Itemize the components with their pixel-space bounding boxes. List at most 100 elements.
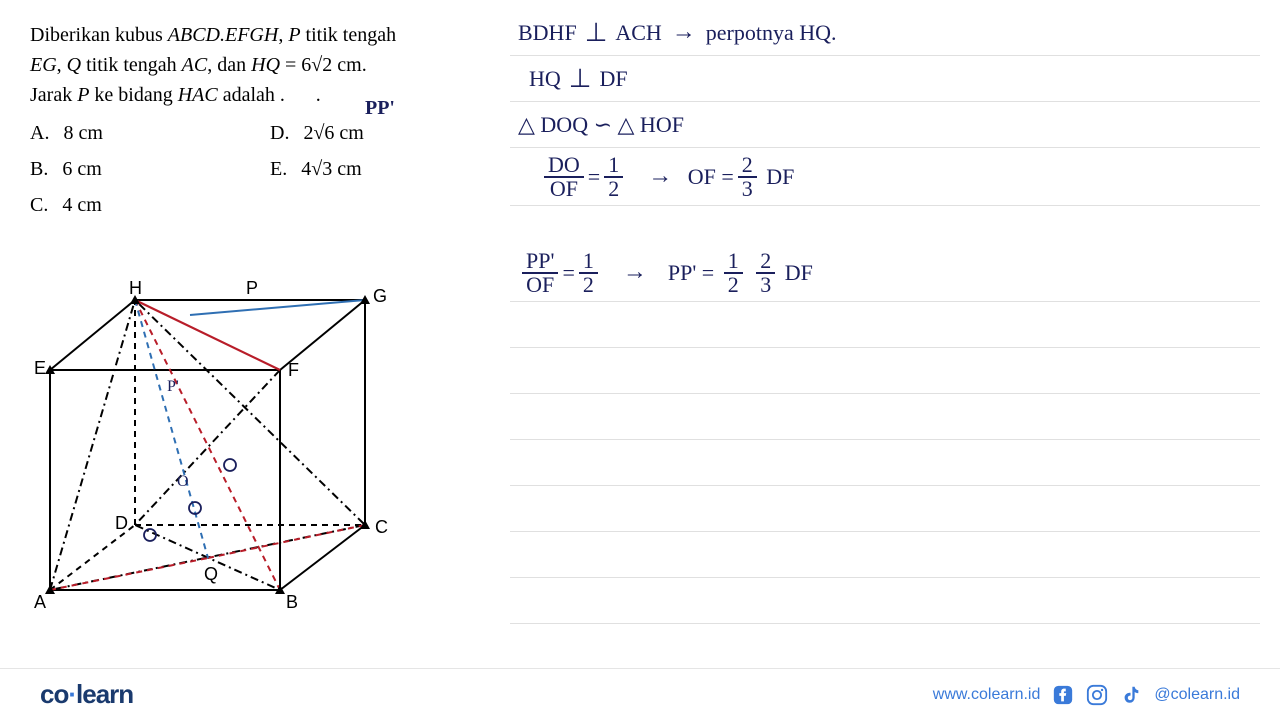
fraction: DO OF — [544, 154, 584, 200]
fraction: 2 3 — [756, 250, 775, 296]
fraction: 2 3 — [738, 154, 757, 200]
txt: DF — [766, 164, 794, 190]
cube-figure: ABCDEFGHPQOP' — [20, 280, 400, 640]
notes-line-1: BDHF ⊥ ACH → perpotnya HQ. — [510, 10, 1260, 56]
svg-text:G: G — [373, 286, 387, 306]
denominator: OF — [546, 178, 582, 200]
notes-empty — [510, 394, 1260, 440]
notes-empty — [510, 578, 1260, 624]
option-value: 6 cm — [62, 154, 101, 184]
txt: perpotnya HQ. — [706, 20, 837, 46]
problem-block: Diberikan kubus ABCD.EFGH, P titik tenga… — [30, 20, 490, 220]
notes-empty — [510, 348, 1260, 394]
page-root: Diberikan kubus ABCD.EFGH, P titik tenga… — [0, 0, 1280, 720]
problem-text: Diberikan kubus ABCD.EFGH, P titik tenga… — [30, 20, 490, 110]
denominator: 3 — [738, 178, 757, 200]
txt: , — [278, 24, 288, 46]
txt: HQ — [529, 66, 561, 92]
option-value: 2√6 cm — [303, 118, 363, 148]
svg-text:P': P' — [167, 378, 179, 395]
denominator: 2 — [604, 178, 623, 200]
svg-text:D: D — [115, 513, 128, 533]
denominator: 3 — [756, 274, 775, 296]
denominator: OF — [522, 274, 558, 296]
instagram-icon — [1086, 684, 1108, 706]
svg-text:P: P — [246, 280, 258, 298]
notes-empty — [510, 302, 1260, 348]
svg-text:B: B — [286, 592, 298, 612]
notes-empty — [510, 440, 1260, 486]
txt: = — [588, 164, 600, 190]
footer-url: www.colearn.id — [933, 686, 1041, 704]
txt: DF — [785, 260, 813, 286]
perpendicular-icon: ⊥ — [585, 18, 608, 48]
notes-line-4: DO OF = 1 2 → OF = 2 3 DF — [510, 148, 1260, 206]
txt: P — [288, 24, 300, 46]
txt: . — [311, 84, 321, 106]
arrow-icon: → — [623, 259, 647, 286]
txt: PP' = — [668, 260, 714, 286]
txt: ACH — [615, 20, 661, 46]
txt: EG — [30, 54, 57, 76]
notes-line-3: △ DOQ ∽ △ HOF — [510, 102, 1260, 148]
fraction: 1 2 — [604, 154, 623, 200]
brand-logo: co·learn — [40, 679, 133, 710]
numerator: 1 — [579, 250, 598, 274]
notes-line-5: PP' OF = 1 2 → PP' = 1 2 2 3 DF — [510, 244, 1260, 302]
brand-b: learn — [76, 679, 133, 709]
numerator: 2 — [756, 250, 775, 274]
txt: △ DOQ ∽ △ HOF — [518, 112, 684, 138]
fraction: 1 2 — [579, 250, 598, 296]
txt: Diberikan kubus — [30, 24, 168, 46]
option-letter: A. — [30, 118, 49, 148]
txt: = 6√2 cm. — [280, 54, 367, 76]
denominator: 2 — [724, 274, 743, 296]
txt: Jarak — [30, 84, 77, 106]
txt: P — [77, 84, 89, 106]
txt: titik tengah — [81, 54, 182, 76]
option-letter: E. — [270, 154, 287, 184]
svg-text:O: O — [177, 473, 189, 490]
option-letter: B. — [30, 154, 48, 184]
option-a: A. 8 cm — [30, 118, 250, 148]
notes-area: BDHF ⊥ ACH → perpotnya HQ. HQ ⊥ DF △ DOQ… — [510, 10, 1260, 624]
txt: DF — [599, 66, 627, 92]
perpendicular-icon: ⊥ — [569, 64, 592, 94]
option-value: 4√3 cm — [301, 154, 361, 184]
txt: AC — [182, 54, 208, 76]
txt: HAC — [178, 84, 218, 106]
numerator: 1 — [604, 154, 623, 178]
txt: HQ — [251, 54, 280, 76]
footer: co·learn www.colearn.id @colearn.id — [0, 668, 1280, 720]
notes-spacer — [510, 206, 1260, 244]
option-letter: D. — [270, 118, 289, 148]
notes-empty — [510, 486, 1260, 532]
svg-text:H: H — [129, 280, 142, 298]
denominator: 2 — [579, 274, 598, 296]
option-c: C. 4 cm — [30, 190, 250, 220]
txt: BDHF — [518, 20, 577, 46]
option-e: E. 4√3 cm — [270, 154, 490, 184]
txt: titik tengah — [301, 24, 397, 46]
svg-text:C: C — [375, 517, 388, 537]
txt: Q — [67, 54, 81, 76]
handwritten-insert: PP' — [365, 93, 395, 123]
facebook-icon — [1052, 684, 1074, 706]
txt: , dan — [207, 54, 251, 76]
option-value: 8 cm — [63, 118, 102, 148]
arrow-icon: → — [672, 19, 696, 46]
svg-text:F: F — [288, 360, 299, 380]
cube-svg: ABCDEFGHPQOP' — [20, 280, 400, 630]
footer-handle: @colearn.id — [1154, 686, 1240, 704]
txt: = — [562, 260, 574, 286]
footer-right: www.colearn.id @colearn.id — [933, 684, 1240, 706]
svg-text:E: E — [34, 358, 46, 378]
options-grid: A. 8 cm D. 2√6 cm B. 6 cm E. 4√3 cm C. 4… — [30, 118, 490, 220]
numerator: 2 — [738, 154, 757, 178]
txt: adalah . — [218, 84, 285, 106]
option-letter: C. — [30, 190, 48, 220]
brand-dot: · — [68, 679, 76, 709]
svg-text:Q: Q — [204, 564, 218, 584]
numerator: PP' — [522, 250, 558, 274]
arrow-icon: → — [648, 163, 672, 190]
